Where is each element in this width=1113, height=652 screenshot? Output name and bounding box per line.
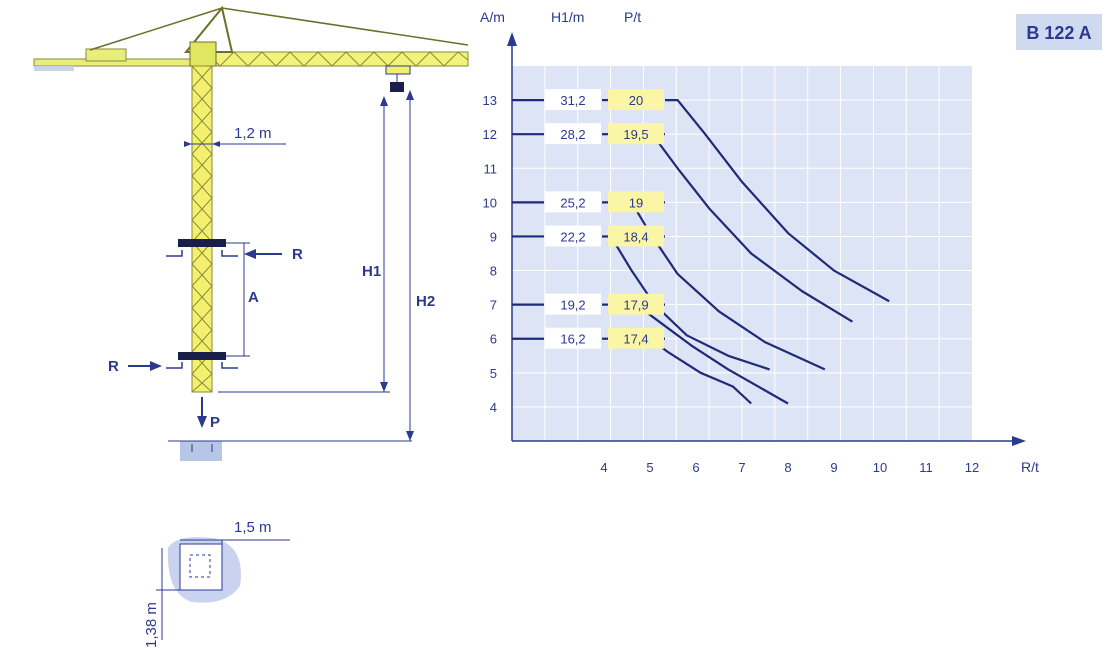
x-tick-label: 7 — [738, 460, 745, 475]
x-axis-label: R/t — [1021, 459, 1039, 475]
p-value-box — [608, 225, 664, 247]
base-depth-label: 1,38 m — [143, 602, 160, 648]
x-tick-label: 4 — [600, 460, 607, 475]
header-a: A/m — [480, 9, 505, 25]
h1-value-box — [545, 123, 601, 145]
y-tick-label: 7 — [490, 298, 497, 313]
p-value: 18,4 — [623, 229, 648, 244]
y-tick-label: 6 — [490, 332, 497, 347]
load-curve — [665, 98, 890, 303]
h1-value-box — [545, 89, 601, 111]
model-badge — [1016, 14, 1102, 50]
y-tick-label: 8 — [490, 264, 497, 279]
h1-value: 25,2 — [560, 195, 585, 210]
header-h1: H1/m — [551, 9, 584, 25]
hook-block — [390, 82, 404, 92]
crane-illustration — [33, 5, 469, 461]
reaction-label-lower: R — [108, 358, 119, 375]
lower-collar — [178, 352, 226, 360]
foundation-block — [180, 441, 222, 461]
y-tick-label: 9 — [490, 229, 497, 244]
h1-value: 16,2 — [560, 332, 585, 347]
chart-axes — [507, 32, 1026, 446]
chart-ticks: 4 5 6 7 8 9 10 11 12 4 5 6 7 8 9 10 11 12 13 — [483, 93, 980, 475]
h1-value: 31,2 — [560, 93, 585, 108]
h1-value-box — [545, 327, 601, 349]
p-value-box — [608, 293, 664, 315]
p-value: 17,4 — [623, 332, 648, 347]
counter-jib-ballast — [85, 48, 127, 62]
tower-width-label: 1,2 m — [234, 125, 272, 142]
x-tick-label: 11 — [919, 460, 933, 475]
y-tick-label: 4 — [490, 400, 497, 415]
base-width-label: 1,5 m — [234, 519, 272, 536]
h1-value: 28,2 — [560, 127, 585, 142]
y-tick-label: 5 — [490, 366, 497, 381]
p-value: 17,9 — [623, 298, 648, 313]
p-value-box — [608, 191, 664, 213]
trolley — [385, 65, 411, 75]
x-tick-label: 12 — [965, 460, 979, 475]
base-plan-slab — [179, 543, 223, 591]
counter-jib-tie — [89, 7, 223, 51]
p-value-box — [608, 327, 664, 349]
x-tick-label: 10 — [873, 460, 887, 475]
h1-value-box — [545, 191, 601, 213]
p-value: 19,5 — [623, 127, 648, 142]
lower-clamps — [166, 362, 238, 369]
slewing-unit — [189, 41, 217, 67]
header-p: P/t — [624, 9, 641, 25]
crane-dimensions: 1,2 m R R A P H1 H2 1,5 m — [108, 90, 435, 648]
x-tick-label: 9 — [830, 460, 837, 475]
p-value-box — [608, 123, 664, 145]
upper-collar — [178, 239, 226, 247]
model-title: B 122 A — [1026, 23, 1091, 43]
p-value: 19 — [629, 195, 643, 210]
jib-lattice — [191, 51, 469, 67]
y-axis-arrow — [507, 32, 517, 46]
y-tick-label: 13 — [483, 93, 497, 108]
h1-value: 22,2 — [560, 229, 585, 244]
h2-label: H2 — [416, 293, 435, 310]
y-tick-label: 12 — [483, 127, 497, 142]
p-value: 20 — [629, 93, 643, 108]
jib-tie — [221, 7, 469, 46]
mast-lattice-2 — [191, 65, 213, 393]
base-plan-mast — [189, 554, 211, 578]
h1-value-box — [545, 225, 601, 247]
tower-mast — [191, 65, 213, 393]
reaction-label-upper: R — [292, 246, 303, 263]
x-tick-label: 5 — [646, 460, 653, 475]
counterweight — [34, 66, 74, 71]
p-value-box — [608, 89, 664, 111]
x-tick-label: 6 — [692, 460, 699, 475]
x-tick-label: 8 — [784, 460, 791, 475]
y-tick-label: 10 — [483, 195, 497, 210]
h1-label: H1 — [362, 263, 381, 280]
load-label: P — [210, 414, 220, 431]
load-chart: 31,2 20 28,2 19,5 25,2 19 22,2 18,4 19,2 17,9 16,2… — [483, 32, 1026, 475]
y-tick-label: 11 — [484, 161, 498, 176]
h1-value-box — [545, 293, 601, 315]
h1-value: 19,2 — [560, 298, 585, 313]
upper-clamps — [166, 250, 238, 257]
chart-value-boxes: 31,2 20 28,2 19,5 25,2 19 22,2 18,4 19,2 17,9 16,2… — [545, 89, 664, 349]
x-axis-arrow — [1012, 436, 1026, 446]
anchorage-spacing-label: A — [248, 289, 259, 306]
